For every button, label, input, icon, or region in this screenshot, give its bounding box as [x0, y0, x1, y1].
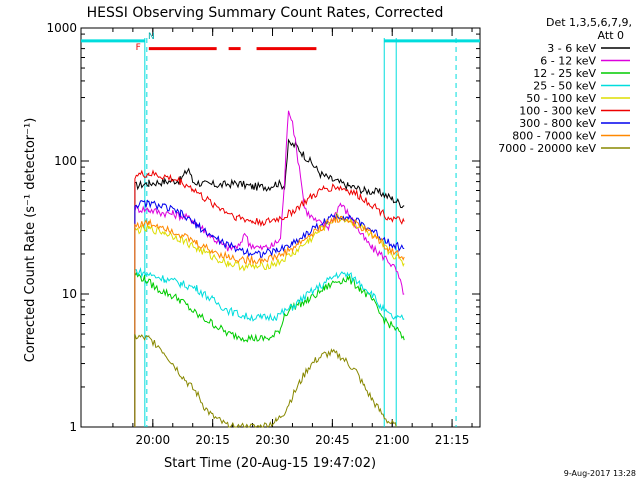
series-line-9 [134, 334, 397, 428]
legend-label: 800 - 7000 keV [512, 130, 596, 143]
series-line-3 [134, 272, 405, 427]
legend-header-attenuator: Att 0 [598, 29, 624, 42]
chart-title: HESSI Observing Summary Count Rates, Cor… [87, 5, 444, 21]
x-tick-label: 20:15 [195, 433, 230, 447]
legend-header-detectors: Det 1,3,5,6,7,9, [546, 16, 632, 29]
x-tick-label: 21:00 [375, 433, 410, 447]
flag-label-f: F [136, 43, 141, 53]
legend-label: 12 - 25 keV [533, 67, 596, 80]
x-tick-label: 20:45 [315, 433, 350, 447]
x-tick-label: 20:30 [255, 433, 290, 447]
y-tick-label: 100 [54, 154, 77, 168]
observing-markers: FN [81, 32, 480, 427]
legend-label: 3 - 6 keV [547, 42, 596, 55]
series-line-2 [134, 110, 405, 427]
series-line-6 [134, 169, 405, 427]
y-tick-label: 1000 [46, 21, 77, 35]
legend-label: 100 - 300 keV [519, 105, 596, 118]
y-tick-label: 1 [69, 420, 77, 434]
x-axis-label: Start Time (20-Aug-15 19:47:02) [164, 456, 376, 471]
flag-label-n: N [148, 32, 155, 42]
series-line-8 [134, 215, 405, 427]
plot-frame [80, 27, 481, 428]
y-tick-label: 10 [62, 287, 77, 301]
legend-label: 300 - 800 keV [519, 117, 596, 130]
series-group [134, 110, 405, 428]
legend-label: 6 - 12 keV [540, 55, 596, 68]
legend-label: 25 - 50 keV [533, 80, 596, 93]
series-line-1 [134, 138, 405, 427]
x-tick-label: 20:00 [136, 433, 171, 447]
footer-timestamp: 9-Aug-2017 13:28 [564, 469, 636, 478]
series-line-5 [134, 211, 405, 427]
series-line-7 [134, 199, 405, 427]
x-tick-label: 21:15 [435, 433, 470, 447]
series-line-4 [134, 267, 405, 427]
legend-label: 50 - 100 keV [526, 92, 596, 105]
y-axis-label: Corrected Count Rate (s⁻¹ detector⁻¹) [23, 118, 38, 363]
axes: 1 10 100 1000 20:00 20:15 20:30 20:45 21:00 21:15 [46, 21, 481, 447]
legend-label: 7000 - 20000 keV [498, 142, 596, 155]
